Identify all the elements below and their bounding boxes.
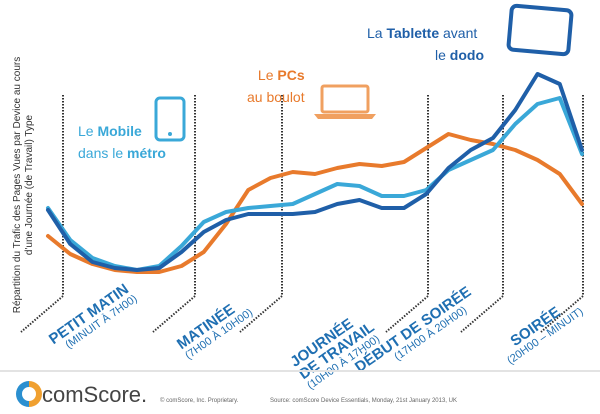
period-separator [385,95,429,333]
period-separator [460,95,504,333]
annotation-pc: Le PCs au boulot [247,67,305,105]
period-separator [239,95,283,333]
annotation-mobile: Le Mobile dans le métro [78,123,166,161]
copyright: © comScore, Inc. Proprietary. [160,398,239,404]
source-note: Source: comScore Device Essentials, Mond… [270,398,457,404]
footer: comScore. © comScore, Inc. Proprietary. … [0,370,600,414]
phone-icon [154,96,186,142]
annotation-tablet: La Tablette avant le dodo [367,25,485,63]
y-axis-label: Répartition du Trafic des Pages Vues par… [12,56,35,314]
comscore-logo-icon [16,381,42,407]
period-separator [540,95,584,333]
period-separator [152,95,196,333]
period-separator [20,95,64,333]
laptop-icon [314,84,376,119]
brand-name: comScore. [42,382,148,407]
line-chart [20,3,584,333]
series-line-tablet [46,72,584,272]
tablet-icon [506,3,574,57]
